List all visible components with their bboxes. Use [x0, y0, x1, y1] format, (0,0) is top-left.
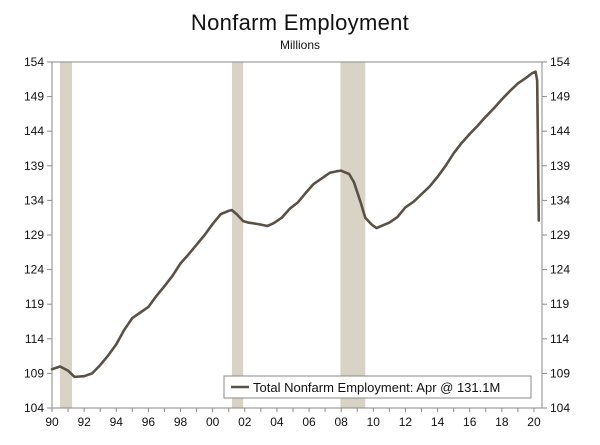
y-tick-label-right: 129 [550, 228, 570, 242]
x-tick-label: 12 [399, 415, 413, 429]
plot-frame [51, 61, 543, 409]
y-tick-label-left: 149 [24, 90, 44, 104]
y-tick-label-left: 119 [25, 297, 44, 311]
x-tick-label: 08 [335, 415, 349, 429]
chart-title: Nonfarm Employment [190, 10, 410, 35]
y-tick-label-right: 109 [550, 366, 570, 380]
y-tick-label-right: 124 [550, 263, 570, 277]
y-tick-label-left: 139 [24, 159, 44, 173]
legend-label: Total Nonfarm Employment: Apr @ 131.1M [253, 380, 500, 395]
chart-subtitle: Millions [279, 38, 320, 52]
recession-band-3 [340, 62, 366, 408]
y-tick-label-left: 129 [24, 228, 44, 242]
x-tick-label: 96 [142, 415, 156, 429]
y-tick-label-left: 154 [24, 55, 44, 69]
x-tick-label: 90 [45, 415, 59, 429]
y-tick-label-right: 104 [550, 401, 570, 415]
y-tick-label-left: 104 [24, 401, 44, 415]
y-tick-label-left: 134 [24, 193, 44, 207]
y-tick-label-left: 144 [24, 124, 44, 138]
x-tick-label: 14 [431, 415, 445, 429]
legend: Total Nonfarm Employment: Apr @ 131.1M [223, 375, 532, 399]
x-tick-label: 04 [270, 415, 284, 429]
x-tick-label: 06 [302, 415, 316, 429]
y-tick-label-right: 154 [550, 55, 570, 69]
y-tick-label-right: 144 [550, 124, 570, 138]
recession-band-2 [231, 62, 244, 408]
y-tick-label-right: 149 [550, 90, 570, 104]
legend-box [223, 375, 532, 399]
y-tick-label-right: 114 [550, 332, 569, 346]
y-tick-label-left: 114 [25, 332, 44, 346]
y-tick-label-left: 124 [24, 263, 44, 277]
y-tick-label-left: 109 [24, 366, 44, 380]
x-tick-label: 16 [463, 415, 477, 429]
left-y-axis: 104 109 114 119 124 129 134 139 144 149 154 [24, 55, 52, 415]
y-tick-label-right: 139 [550, 159, 570, 173]
recession-band-1 [60, 62, 73, 408]
x-tick-label: 18 [495, 415, 509, 429]
y-tick-label-right: 119 [550, 297, 569, 311]
y-tick-label-right: 134 [550, 193, 570, 207]
x-tick-label: 92 [77, 415, 91, 429]
recession-shading-group [60, 62, 366, 408]
x-tick-label: 20 [527, 415, 541, 429]
x-tick-label: 94 [110, 415, 124, 429]
series-line-total-nonfarm-employment [50, 70, 541, 379]
x-tick-label: 10 [367, 415, 381, 429]
x-axis: 90 92 94 96 98 00 02 04 06 08 10 12 14 16 18 20 [45, 408, 541, 429]
x-tick-label: 02 [238, 415, 252, 429]
right-y-axis: 104 109 114 119 124 129 134 139 144 149 154 [542, 55, 570, 415]
x-tick-label: 98 [174, 415, 188, 429]
x-tick-label: 00 [206, 415, 220, 429]
